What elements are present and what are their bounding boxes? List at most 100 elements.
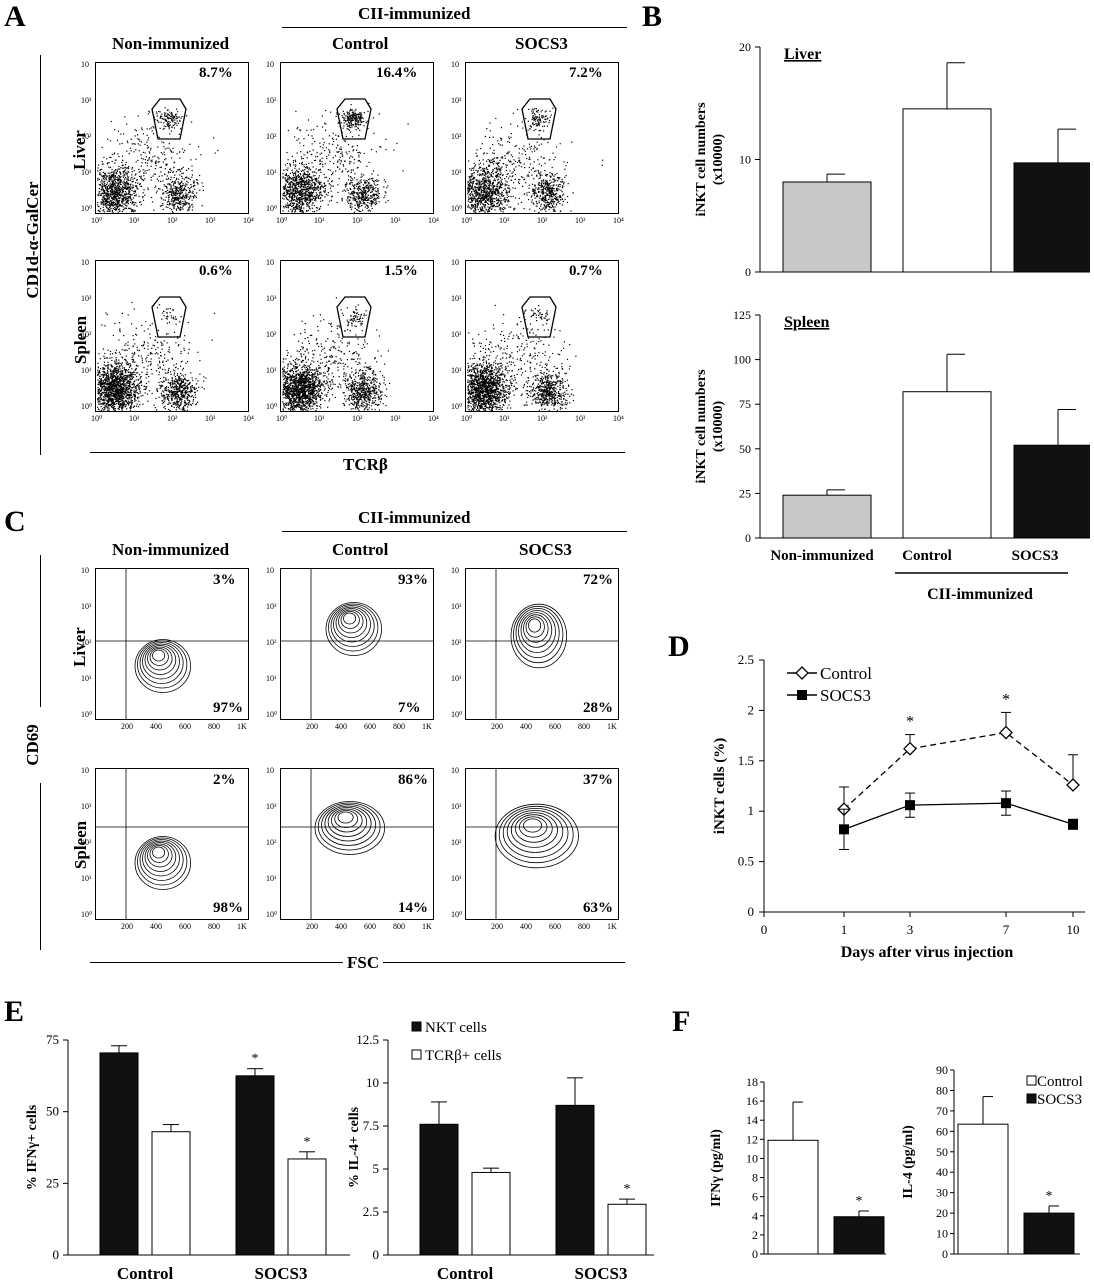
panel-c-plot-spleen-0 [95,768,249,920]
e-significance-star: * [304,1135,311,1150]
axis-tick-label: 200 [306,722,318,731]
f-ytick-label: 4 [752,1209,758,1223]
dot-cloud [282,297,391,411]
axis-tick-label: 10³ [266,96,277,105]
axis-tick-label: 10³ [390,216,401,225]
gate-polygon [151,296,187,338]
d-significance-star: * [906,714,914,731]
b-ylabel-line2: (x10000) [711,134,726,186]
axis-tick-label: 10⁴ [428,414,439,423]
f-legend-swatch [1026,1075,1037,1086]
e-ytick-label: 2.5 [363,1204,379,1219]
panel-c-plot-liver-1 [280,568,434,720]
e-ylabel: % IFNγ+ cells [25,1104,40,1190]
panel-a-plot-liver-2 [465,62,619,214]
panel-c-percent-bottom-liver-2: 28% [583,700,613,716]
f-ylabel: IFNγ (pg/ml) [709,1129,724,1207]
f-bar [957,1123,1009,1255]
e-bar [471,1171,511,1256]
d-ytick-label: 1.5 [738,753,754,768]
panel-a-yaxis-label: CD1d-α-GalCer [23,181,42,299]
axis-tick-label: 10² [537,216,548,225]
panel-f-letter: F [672,1005,691,1038]
b-ylabel: iNKT cell numbers (x10000) [694,369,726,484]
axis-tick-label: 10⁴ [243,414,254,423]
axis-tick-label: 600 [179,722,191,731]
axis-tick-label: 10³ [451,96,462,105]
axis-tick-label: 10 [266,566,274,575]
d-xtick-label: 7 [1003,922,1010,937]
axis-tick-label: 200 [306,922,318,931]
axis-tick-label: 200 [121,922,133,931]
axis-tick-label: 10¹ [314,216,325,225]
e-category-label: SOCS3 [255,1264,308,1280]
axis-tick-label: 10⁴ [428,216,439,225]
f-ytick-label: 14 [746,1113,758,1127]
e-bar [419,1123,459,1256]
axis-tick-label: 400 [520,922,532,931]
axis-tick-label: 10¹ [81,674,92,683]
axis-tick-label: 10¹ [81,366,92,375]
axis-tick-label: 10⁰ [276,216,288,225]
panel-a-group-header: CII-immunized [358,4,471,23]
b-bar [902,391,992,539]
panel-b-letter: B [642,0,663,33]
contour-lines [134,836,192,890]
axis-tick-label: 10³ [390,414,401,423]
gate-polygon [336,98,372,140]
axis-tick-label: 10¹ [266,168,277,177]
e-ytick-label: 10 [366,1075,379,1090]
panel-a-xaxis-label: TCRβ [343,455,388,474]
panel-c-plot-liver-2 [465,568,619,720]
axis-tick-label: 10² [451,132,462,141]
panel-a-plot-spleen-1 [280,260,434,412]
axis-tick-label: 10¹ [451,366,462,375]
panel-c-group-line [282,531,627,532]
dot-cloud [97,107,219,213]
e-bar [151,1131,191,1256]
axis-tick-label: 600 [364,722,376,731]
d-series-line-0 [843,731,1074,810]
panel-c-percent-top-liver-1: 93% [398,572,428,588]
b-ytick-label: 10 [739,153,751,167]
panel-e-letter: E [4,995,25,1028]
d-marker-diamond [1066,778,1080,792]
f-significance-star: * [1046,1189,1053,1204]
axis-tick-label: 10² [352,414,363,423]
axis-tick-label: 10⁰ [91,216,103,225]
axis-tick-label: 10³ [81,602,92,611]
axis-tick-label: 10 [451,60,459,69]
gate-polygon [336,296,372,338]
d-ytick-label: 1 [748,803,755,818]
axis-tick-label: 10² [81,330,92,339]
axis-tick-label: 200 [491,722,503,731]
panel-a-percent-liver-0: 8.7% [199,65,233,81]
panel-d-chart: 0 0.5 1 1.5 2 2.5 0 1 3 7 10 * * Control SOCS3 iNKT cel… [712,652,1085,961]
b-ylabel-line1: iNKT cell numbers [694,102,709,217]
b-subtitle: Liver [784,46,821,63]
d-xtick-label: 3 [907,922,914,937]
panel-a-yaxis-line [40,55,41,455]
axis-tick-label: 10³ [205,216,216,225]
axis-tick-label: 400 [335,722,347,731]
b-ytick-label: 0 [745,531,751,545]
e-significance-star: * [252,1052,259,1067]
e-ytick-label: 5 [373,1161,380,1176]
b-ytick-label: 25 [739,486,751,500]
axis-tick-label: 10¹ [451,674,462,683]
axis-tick-label: 10⁰ [81,910,93,919]
panel-c-xaxis-label: FSC [343,953,384,973]
contour-lines [314,801,386,855]
axis-tick-label: 10² [537,414,548,423]
panel-c-percent-bottom-liver-0: 97% [213,700,243,716]
d-legend-marker [795,666,809,680]
e-ytick-label: 0 [53,1247,60,1262]
axis-tick-label: 10¹ [451,168,462,177]
axis-tick-label: 10² [81,132,92,141]
panel-c-percent-bottom-spleen-1: 14% [398,900,428,916]
b-category-label: Non-immunized [770,548,874,564]
f-ytick-label: 18 [746,1075,758,1089]
axis-tick-label: 10⁰ [81,204,93,213]
panel-a-percent-spleen-2: 0.7% [569,263,603,279]
